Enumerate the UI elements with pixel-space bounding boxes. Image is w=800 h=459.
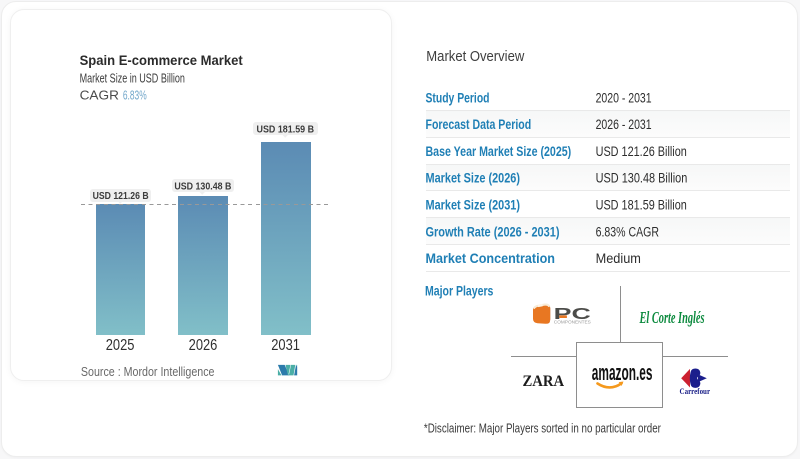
- svg-text:USD 121.26 B: USD 121.26 B: [93, 190, 149, 202]
- svg-text:2031: 2031: [271, 337, 300, 354]
- svg-text:USD 181.59 B: USD 181.59 B: [257, 124, 315, 136]
- svg-text:2026: 2026: [189, 337, 218, 354]
- svg-text:2025: 2025: [106, 337, 135, 354]
- svg-text:2020 - 2031: 2020 - 2031: [596, 90, 652, 105]
- svg-text:2026 - 2031: 2026 - 2031: [596, 117, 652, 132]
- svg-text:USD 181.59 Billion: USD 181.59 Billion: [596, 198, 687, 213]
- svg-text:USD 130.48 B: USD 130.48 B: [174, 181, 231, 193]
- svg-text:Carrefour: Carrefour: [680, 386, 711, 396]
- svg-text:El Corte Inglés: El Corte Inglés: [639, 308, 705, 327]
- svg-text:Market Size (2031): Market Size (2031): [426, 198, 521, 214]
- svg-text:Medium: Medium: [596, 251, 641, 266]
- svg-text:ZARA: ZARA: [523, 373, 565, 390]
- svg-text:Source : Mordor Intelligence: Source : Mordor Intelligence: [81, 365, 215, 379]
- svg-text:Forecast Data Period: Forecast Data Period: [426, 117, 532, 133]
- svg-text:Market Size (2026): Market Size (2026): [426, 171, 521, 187]
- svg-text:Market Size in USD Billion: Market Size in USD Billion: [80, 71, 185, 85]
- svg-text:*Disclaimer: Major Players sor: *Disclaimer: Major Players sorted in no …: [424, 422, 661, 436]
- svg-text:Major Players: Major Players: [425, 284, 493, 300]
- svg-text:6.83%: 6.83%: [123, 89, 147, 103]
- svg-text:COMPONENTES: COMPONENTES: [554, 320, 591, 325]
- svg-text:Spain E-commerce Market: Spain E-commerce Market: [80, 53, 243, 68]
- svg-text:6.83% CAGR: 6.83% CAGR: [596, 224, 660, 239]
- svg-text:Growth Rate (2026 - 2031): Growth Rate (2026 - 2031): [426, 224, 560, 240]
- svg-text:Market Concentration: Market Concentration: [426, 251, 556, 267]
- svg-text:amazon.es: amazon.es: [592, 360, 653, 385]
- svg-text:PC: PC: [554, 306, 592, 323]
- svg-text:USD 130.48 Billion: USD 130.48 Billion: [596, 171, 688, 186]
- svg-text:USD 121.26 Billion: USD 121.26 Billion: [596, 144, 687, 159]
- svg-text:Base Year Market Size (2025): Base Year Market Size (2025): [426, 144, 572, 160]
- svg-text:Study Period: Study Period: [426, 90, 490, 106]
- svg-text:CAGR: CAGR: [80, 89, 119, 103]
- svg-text:Market Overview: Market Overview: [426, 49, 524, 65]
